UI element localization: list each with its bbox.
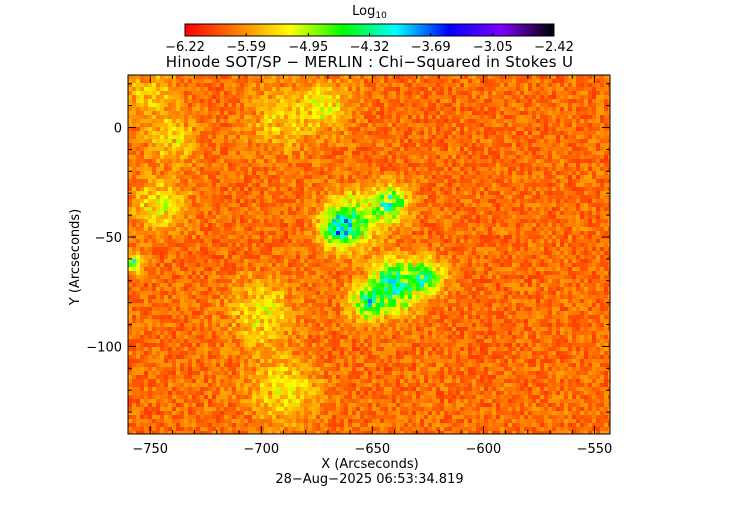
x-tick-label: −650 xyxy=(354,442,390,457)
x-axis-label: X (Arcseconds) xyxy=(321,457,418,472)
colorbar-tick-label: −2.42 xyxy=(534,40,574,55)
y-tick-label: −100 xyxy=(86,340,122,355)
x-tick-label: −700 xyxy=(243,442,279,457)
x-tick-label: −750 xyxy=(132,442,168,457)
chart-title: Hinode SOT/SP − MERLIN : Chi−Squared in … xyxy=(165,53,574,71)
colorbar: −6.22 −5.59 −4.95 −4.32 −3.69 −3.05 −2.42 xyxy=(165,23,574,55)
x-tick-label: −550 xyxy=(577,442,613,457)
y-tick-label: 0 xyxy=(114,122,122,137)
heatmap-image xyxy=(128,75,610,434)
y-tick-label: −50 xyxy=(95,231,122,246)
colorbar-title: Log10 xyxy=(0,4,739,21)
colorbar-label: Log xyxy=(352,4,376,19)
colorbar-tick-label: −5.59 xyxy=(226,40,266,55)
colorbar-tick-label: −4.95 xyxy=(288,40,328,55)
x-tick-label: −600 xyxy=(466,442,502,457)
colorbar-tick-label: −3.69 xyxy=(411,40,451,55)
colorbar-tick-label: −3.05 xyxy=(473,40,513,55)
colorbar-tick-label: −4.32 xyxy=(350,40,390,55)
timestamp: 28−Aug−2025 06:53:34.819 xyxy=(275,472,464,487)
plot-frame xyxy=(127,74,611,435)
colorbar-label-subscript: 10 xyxy=(375,11,387,21)
colorbar-tick-label: −6.22 xyxy=(165,40,205,55)
y-axis-label: Y (Arcseconds) xyxy=(68,209,83,306)
axes: −750 −700 −650 −600 −550 0 −50 −100 xyxy=(86,74,613,457)
